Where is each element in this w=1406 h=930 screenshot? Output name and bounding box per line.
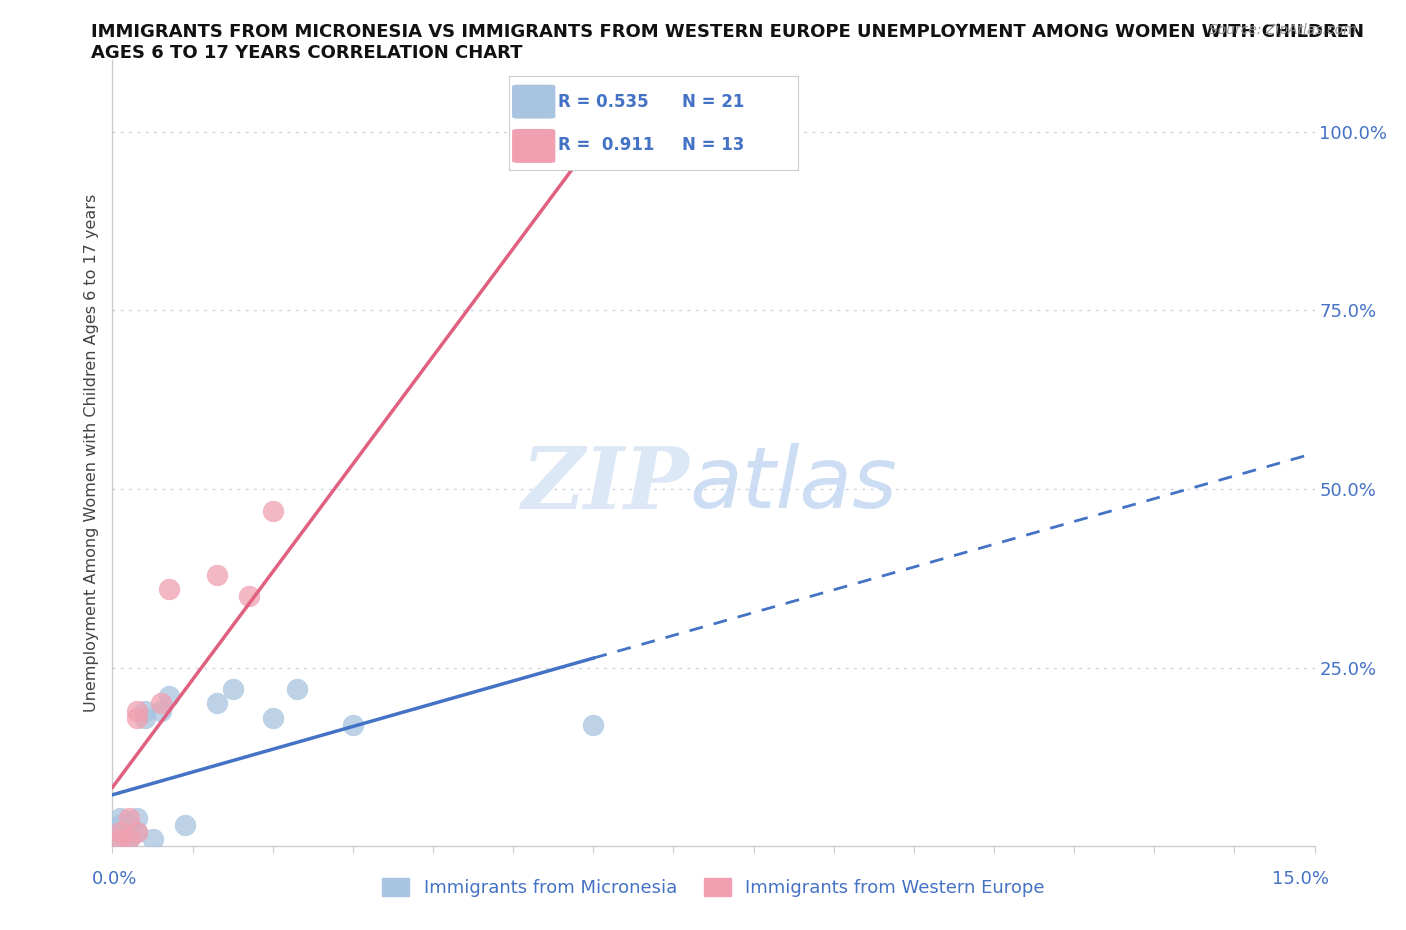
Point bbox=[623, 125, 645, 140]
Point bbox=[117, 831, 139, 846]
Point bbox=[125, 703, 148, 718]
Point bbox=[134, 711, 156, 725]
Point bbox=[222, 682, 245, 697]
Point bbox=[117, 831, 139, 846]
Text: atlas: atlas bbox=[689, 444, 897, 526]
Point bbox=[141, 831, 165, 846]
Point bbox=[285, 682, 308, 697]
Point bbox=[110, 825, 132, 840]
Point bbox=[125, 825, 148, 840]
Point bbox=[117, 810, 139, 825]
Text: ZIP: ZIP bbox=[522, 443, 689, 526]
Point bbox=[110, 817, 132, 832]
Point bbox=[110, 825, 132, 840]
Point bbox=[157, 689, 180, 704]
Point bbox=[157, 581, 180, 596]
Point bbox=[117, 825, 139, 840]
Point bbox=[125, 810, 148, 825]
Point bbox=[262, 711, 284, 725]
Point bbox=[125, 711, 148, 725]
Point bbox=[173, 817, 195, 832]
Point bbox=[262, 503, 284, 518]
Point bbox=[110, 810, 132, 825]
Point bbox=[134, 703, 156, 718]
Text: AGES 6 TO 17 YEARS CORRELATION CHART: AGES 6 TO 17 YEARS CORRELATION CHART bbox=[91, 44, 523, 61]
Point bbox=[117, 817, 139, 832]
Point bbox=[110, 831, 132, 846]
Point bbox=[125, 825, 148, 840]
Point bbox=[238, 589, 260, 604]
Point bbox=[149, 703, 172, 718]
Point bbox=[205, 567, 228, 582]
Point bbox=[110, 831, 132, 846]
Y-axis label: Unemployment Among Women with Children Ages 6 to 17 years: Unemployment Among Women with Children A… bbox=[84, 194, 100, 712]
Point bbox=[149, 696, 172, 711]
Text: Source: ZipAtlas.com: Source: ZipAtlas.com bbox=[1209, 23, 1357, 37]
Text: IMMIGRANTS FROM MICRONESIA VS IMMIGRANTS FROM WESTERN EUROPE UNEMPLOYMENT AMONG : IMMIGRANTS FROM MICRONESIA VS IMMIGRANTS… bbox=[91, 23, 1364, 41]
Point bbox=[582, 717, 605, 732]
Point bbox=[342, 717, 364, 732]
Text: 15.0%: 15.0% bbox=[1271, 870, 1329, 888]
Text: 0.0%: 0.0% bbox=[91, 870, 136, 888]
Legend: Immigrants from Micronesia, Immigrants from Western Europe: Immigrants from Micronesia, Immigrants f… bbox=[375, 870, 1052, 904]
Point bbox=[205, 696, 228, 711]
